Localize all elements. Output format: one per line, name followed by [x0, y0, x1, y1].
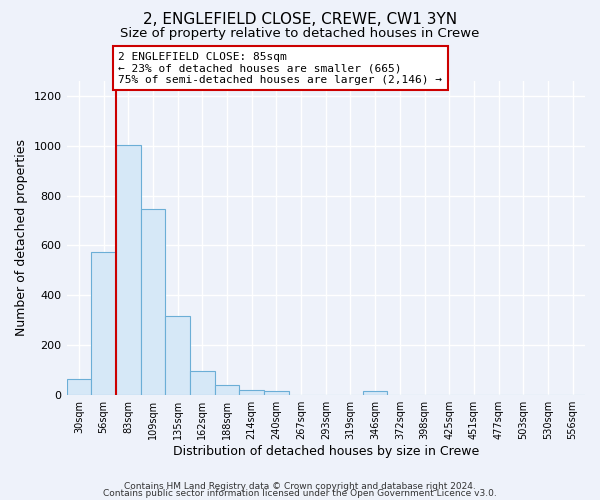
Bar	[67, 378, 91, 394]
Y-axis label: Number of detached properties: Number of detached properties	[15, 140, 28, 336]
Bar	[239, 390, 264, 394]
Bar	[116, 144, 140, 394]
Bar	[140, 210, 165, 394]
Bar	[363, 391, 388, 394]
Text: Size of property relative to detached houses in Crewe: Size of property relative to detached ho…	[121, 28, 479, 40]
Bar	[91, 252, 116, 394]
Bar	[165, 316, 190, 394]
Text: 2, ENGLEFIELD CLOSE, CREWE, CW1 3YN: 2, ENGLEFIELD CLOSE, CREWE, CW1 3YN	[143, 12, 457, 28]
Text: 2 ENGLEFIELD CLOSE: 85sqm
← 23% of detached houses are smaller (665)
75% of semi: 2 ENGLEFIELD CLOSE: 85sqm ← 23% of detac…	[118, 52, 442, 85]
Text: Contains HM Land Registry data © Crown copyright and database right 2024.: Contains HM Land Registry data © Crown c…	[124, 482, 476, 491]
Text: Contains public sector information licensed under the Open Government Licence v3: Contains public sector information licen…	[103, 489, 497, 498]
Bar	[264, 391, 289, 394]
Bar	[215, 385, 239, 394]
X-axis label: Distribution of detached houses by size in Crewe: Distribution of detached houses by size …	[173, 444, 479, 458]
Bar	[190, 371, 215, 394]
